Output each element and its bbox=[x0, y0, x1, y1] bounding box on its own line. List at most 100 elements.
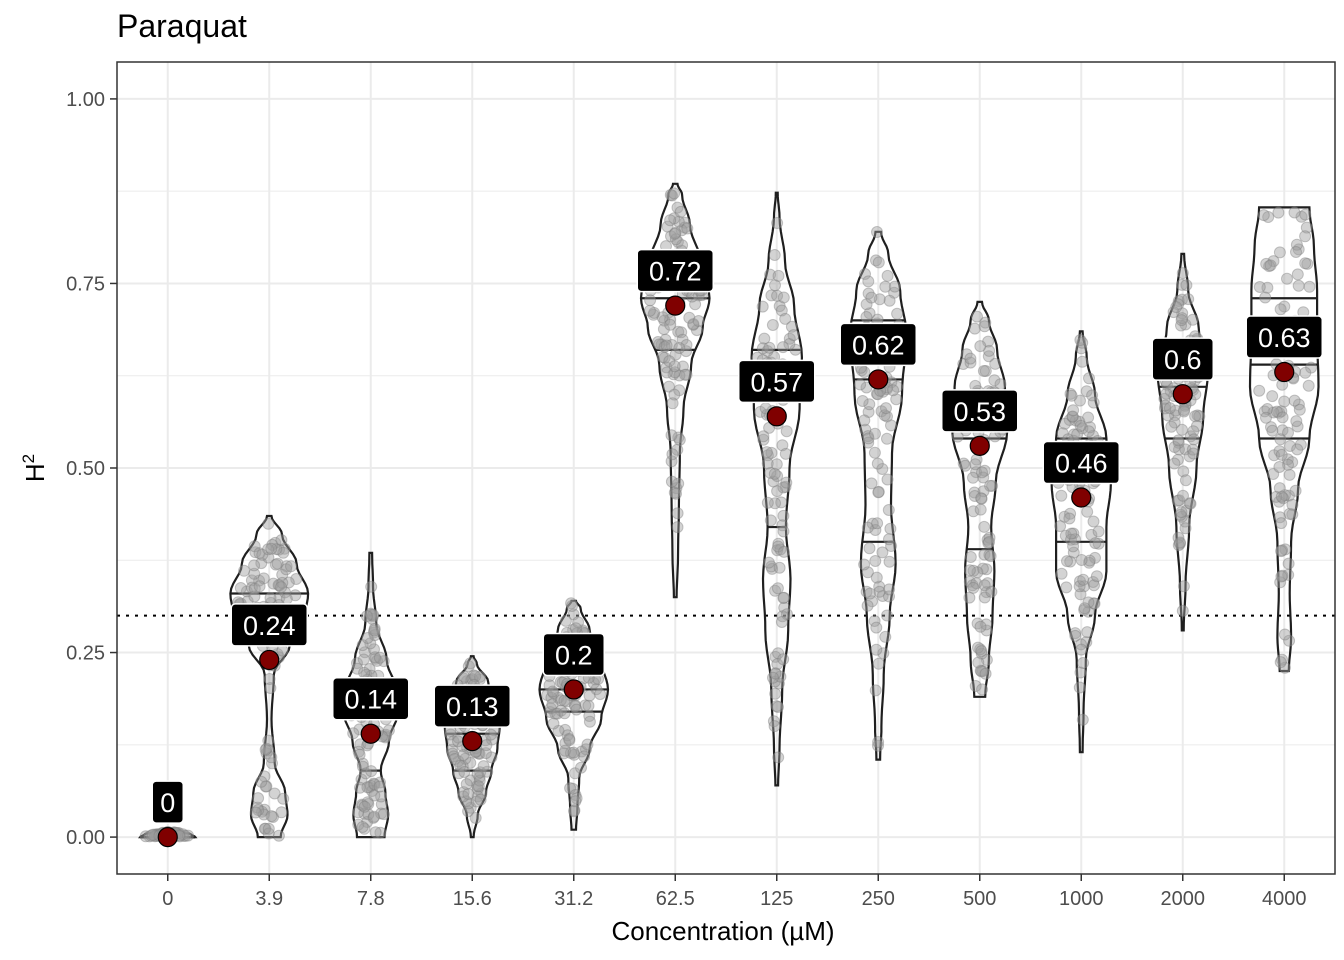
jitter-point bbox=[1172, 295, 1185, 307]
jitter-point bbox=[976, 683, 989, 696]
jitter-point bbox=[764, 268, 777, 281]
jitter-point bbox=[859, 423, 872, 436]
jitter-point bbox=[262, 543, 275, 556]
jitter-point bbox=[777, 653, 790, 666]
jitter-point bbox=[541, 689, 554, 701]
mean-point-7.8 bbox=[360, 723, 381, 744]
jitter-point bbox=[980, 653, 993, 666]
jitter-point bbox=[643, 304, 656, 317]
jitter-point bbox=[872, 739, 884, 752]
jitter-point bbox=[471, 767, 484, 780]
jitter-point bbox=[1068, 428, 1080, 441]
jitter-point bbox=[1074, 419, 1087, 432]
jitter-point bbox=[477, 760, 490, 773]
jitter-point bbox=[776, 519, 789, 532]
jitter-point bbox=[1159, 399, 1172, 412]
jitter-point bbox=[570, 792, 583, 805]
jitter-point bbox=[1165, 420, 1178, 433]
jitter-point bbox=[779, 480, 792, 493]
jitter-point bbox=[890, 393, 903, 406]
jitter-point bbox=[564, 747, 577, 759]
jitter-point bbox=[358, 666, 371, 679]
jitter-point bbox=[661, 220, 674, 233]
jitter-point bbox=[978, 320, 991, 333]
jitter-point bbox=[673, 369, 686, 382]
jitter-point bbox=[1067, 404, 1080, 417]
jitter-point bbox=[1080, 385, 1093, 398]
jitter-point bbox=[977, 365, 990, 377]
jitter-point bbox=[980, 563, 993, 576]
jitter-point bbox=[1189, 410, 1202, 423]
jitter-point bbox=[771, 217, 784, 229]
jitter-point bbox=[879, 630, 892, 643]
jitter-point bbox=[970, 577, 983, 590]
jitter-point bbox=[352, 818, 365, 831]
jitter-point bbox=[1273, 406, 1286, 419]
jitter-point bbox=[1075, 638, 1087, 651]
jitter-point bbox=[768, 249, 781, 261]
jitter-point bbox=[1299, 366, 1312, 379]
jitter-point bbox=[1274, 511, 1286, 524]
chart-title: Paraquat bbox=[117, 8, 247, 44]
jitter-point bbox=[1054, 520, 1067, 533]
jitter-point bbox=[1160, 387, 1173, 400]
jitter-point bbox=[1176, 604, 1189, 617]
jitter-point bbox=[456, 760, 469, 773]
jitter-point bbox=[864, 587, 876, 600]
jitter-point bbox=[1295, 210, 1308, 223]
jitter-point bbox=[668, 227, 681, 240]
jitter-point bbox=[665, 339, 678, 351]
jitter-point bbox=[680, 345, 693, 358]
jitter-point bbox=[984, 550, 997, 563]
jitter-point bbox=[1176, 423, 1188, 436]
jitter-point bbox=[1263, 260, 1276, 273]
jitter-point bbox=[878, 409, 891, 422]
jitter-point bbox=[976, 562, 989, 575]
jitter-point bbox=[373, 651, 386, 664]
jitter-point bbox=[1170, 301, 1183, 314]
jitter-point bbox=[1083, 554, 1096, 567]
jitter-point bbox=[1064, 555, 1077, 568]
jitter-point bbox=[673, 384, 686, 397]
jitter-point bbox=[177, 829, 190, 842]
jitter-point bbox=[783, 332, 796, 345]
x-axis-title: Concentration (µM) bbox=[611, 916, 834, 946]
jitter-point bbox=[1186, 313, 1199, 326]
jitter-point bbox=[986, 479, 999, 492]
jitter-point bbox=[547, 717, 560, 730]
jitter-point bbox=[957, 358, 970, 370]
jitter-point bbox=[1059, 529, 1072, 542]
jitter-point bbox=[457, 790, 470, 803]
mean-labels-layer: 0 0.24 0.14 0.13 0.2 0.72 0.57 0.62 0.53 0.46 0.6 0… bbox=[151, 248, 1323, 824]
jitter-point bbox=[145, 829, 158, 842]
jitter-point bbox=[464, 774, 477, 787]
jitter-point bbox=[1276, 424, 1289, 437]
jitter-point bbox=[1077, 657, 1090, 669]
jitter-point bbox=[462, 788, 475, 800]
jitter-point bbox=[458, 766, 471, 778]
jitter-point bbox=[1187, 425, 1200, 438]
jitter-point bbox=[1077, 573, 1090, 586]
jitter-point bbox=[272, 579, 285, 592]
jitter-point bbox=[975, 647, 988, 660]
jitter-point bbox=[471, 783, 484, 796]
jitter-point bbox=[869, 427, 881, 440]
jitter-point bbox=[1174, 508, 1187, 521]
jitter-point bbox=[1278, 628, 1291, 641]
jitter-point bbox=[768, 720, 781, 733]
jitter-point bbox=[1303, 280, 1316, 293]
jitter-point bbox=[1180, 504, 1193, 517]
jitter-point bbox=[1275, 490, 1288, 503]
jitter-point bbox=[1092, 537, 1105, 550]
mean-point-15.6 bbox=[462, 731, 483, 752]
jitter-point bbox=[474, 793, 487, 806]
jitter-point bbox=[658, 351, 671, 364]
jitter-point bbox=[1158, 392, 1171, 405]
jitter-point bbox=[860, 311, 873, 323]
x-tick-label: 62.5 bbox=[656, 888, 695, 910]
y-tick-label: 0.00 bbox=[66, 827, 105, 849]
jitter-point bbox=[1284, 440, 1296, 452]
jitter-point bbox=[989, 357, 1002, 370]
jitter-point bbox=[554, 694, 567, 707]
jitter-point bbox=[865, 477, 878, 490]
